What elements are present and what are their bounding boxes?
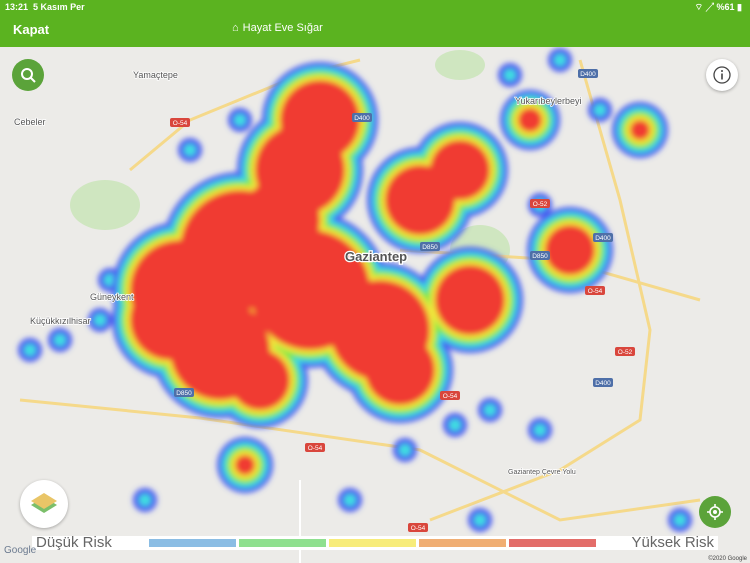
heat-blob xyxy=(234,114,246,126)
close-button[interactable]: Kapat xyxy=(13,22,50,37)
road-shield-label: O-54 xyxy=(173,120,188,127)
heat-blob xyxy=(24,344,36,356)
map-layers-button[interactable] xyxy=(20,480,68,528)
road-shield-label: O-54 xyxy=(411,525,426,532)
risk-heatmap xyxy=(18,48,692,532)
road-shield-label: D850 xyxy=(532,253,548,260)
heat-blob xyxy=(630,120,650,140)
heat-blob xyxy=(235,455,255,475)
heat-blob xyxy=(365,335,435,405)
road-shield-label: O-54 xyxy=(308,445,323,452)
road-shield-label: D850 xyxy=(422,244,438,251)
place-label: Gaziantep Çevre Yolu xyxy=(508,469,576,476)
heat-blob xyxy=(130,280,210,360)
heat-blob xyxy=(399,444,411,456)
heat-blob xyxy=(94,314,106,326)
road-shield: O-54 xyxy=(170,118,190,127)
legend-swatch xyxy=(239,539,326,547)
app-title: ⌂ Hayat Eve Sığar xyxy=(232,22,323,34)
road-shield: O-54 xyxy=(585,286,605,295)
heat-blob xyxy=(545,225,595,275)
road-shield-label: D400 xyxy=(580,71,596,78)
road-shield: D850 xyxy=(420,242,440,251)
road-shield-label: O-52 xyxy=(533,201,548,208)
top-bar: 13:21 5 Kasım Per ⌔ ↗ %61 ▮ Kapat ⌂ Hayat… xyxy=(0,0,750,47)
heat-blob xyxy=(344,494,356,506)
road-shield-label: D400 xyxy=(595,235,611,242)
heat-blob xyxy=(230,350,290,410)
legend-swatch xyxy=(329,539,416,547)
heat-blob xyxy=(534,424,546,436)
road-shield: D850 xyxy=(530,251,550,260)
info-button[interactable] xyxy=(706,59,738,91)
road-shield: O-54 xyxy=(408,523,428,532)
road-shield: O-54 xyxy=(440,391,460,400)
road-shield: D400 xyxy=(578,69,598,78)
map-layers-icon xyxy=(31,493,57,513)
search-icon xyxy=(21,68,36,83)
place-label: Yukarıbeylerbeyi xyxy=(515,96,582,106)
heat-blob xyxy=(518,108,542,132)
place-label: Güneykent xyxy=(90,292,134,302)
heat-blob xyxy=(449,419,461,431)
heat-blob xyxy=(435,265,505,335)
road-shield: D400 xyxy=(593,378,613,387)
place-label: Yamaçtepe xyxy=(133,70,178,80)
heat-blob xyxy=(54,334,66,346)
road-shield: O-52 xyxy=(615,347,635,356)
legend-low-label: Düşük Risk xyxy=(36,536,112,550)
my-location-icon xyxy=(707,504,723,520)
heat-blob xyxy=(594,104,606,116)
road-shield: O-54 xyxy=(305,443,325,452)
heat-blob xyxy=(240,180,320,260)
risk-legend: Düşük Risk Yüksek Risk xyxy=(32,536,718,550)
place-label: Cebeler xyxy=(14,117,46,127)
search-button[interactable] xyxy=(12,59,44,91)
road-shield-label: D400 xyxy=(595,380,611,387)
heat-blob xyxy=(504,69,516,81)
app-logo-icon: ⌂ xyxy=(232,22,239,34)
place-label: Küçükkızılhisar xyxy=(30,316,91,326)
road-shield-label: O-52 xyxy=(618,349,633,356)
legend-high-label: Yüksek Risk xyxy=(631,536,714,550)
my-location-button[interactable] xyxy=(699,496,731,528)
road-shield-label: D850 xyxy=(176,390,192,397)
heat-blob xyxy=(139,494,151,506)
road-shield-label: O-54 xyxy=(588,288,603,295)
road-shield: O-52 xyxy=(530,199,550,208)
map-copyright: ©2020 Google xyxy=(708,556,747,562)
road-shield: D850 xyxy=(174,388,194,397)
heat-blob xyxy=(554,54,566,66)
heat-blob xyxy=(484,404,496,416)
status-icons: ⌔ ↗ %61 ▮ xyxy=(694,2,742,12)
google-logo: Google xyxy=(4,545,37,556)
road-shield: D400 xyxy=(593,233,613,242)
status-time: 13:21 5 Kasım Per xyxy=(5,2,85,12)
heat-blob xyxy=(474,514,486,526)
heat-blob xyxy=(184,144,196,156)
legend-swatch xyxy=(509,539,596,547)
heat-blob xyxy=(430,140,490,200)
legend-swatch xyxy=(419,539,506,547)
place-label: Gaziantep xyxy=(345,249,407,264)
road-shield: D400 xyxy=(352,113,372,122)
legend-swatch xyxy=(149,539,236,547)
road-shield-label: O-54 xyxy=(443,393,458,400)
road-shield-label: D400 xyxy=(354,115,370,122)
info-icon xyxy=(713,66,731,84)
heat-blob xyxy=(674,514,686,526)
map-view[interactable]: Yamaçtepe Cebeler Güneykent Küçükkızılhisar… xyxy=(0,47,750,563)
